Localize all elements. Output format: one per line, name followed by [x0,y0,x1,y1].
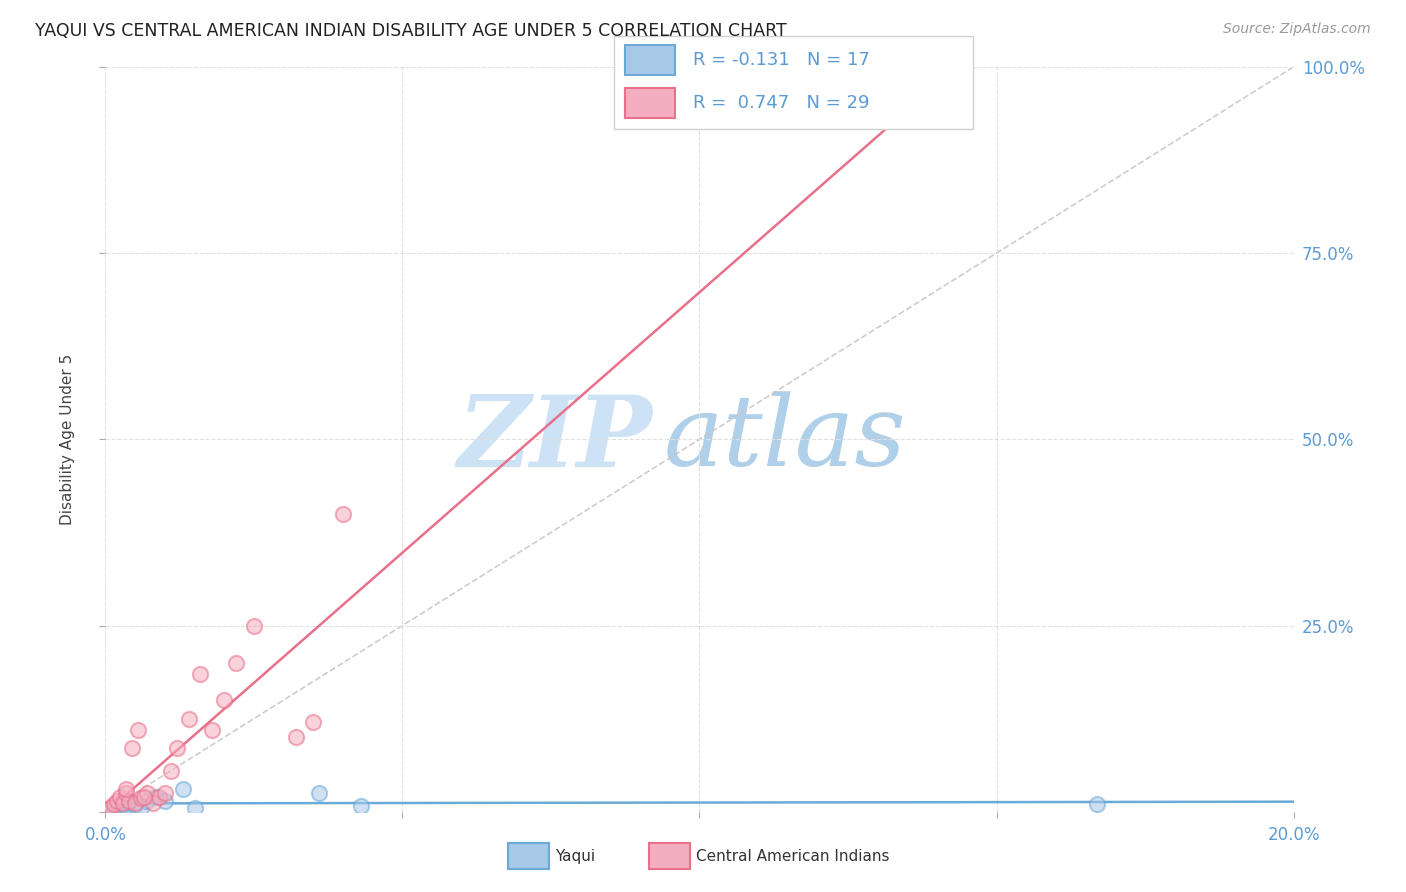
Point [97,802,120,816]
Point [190,667,212,681]
Text: Central American Indians: Central American Indians [696,849,890,863]
Point [115,782,138,797]
Point [112,797,135,812]
Point [115,786,138,800]
Point [112,796,135,810]
Point [177,712,200,726]
Point [105,793,128,807]
Point [127,723,149,737]
Text: Yaqui: Yaqui [555,849,596,863]
Text: YAQUI VS CENTRAL AMERICAN INDIAN DISABILITY AGE UNDER 5 CORRELATION CHART: YAQUI VS CENTRAL AMERICAN INDIAN DISABIL… [35,22,787,40]
Bar [509,844,548,869]
Point [183,801,205,815]
Point [1087,797,1109,812]
Point [124,797,146,812]
Bar [650,844,689,869]
Point [332,507,354,521]
Point [136,786,159,800]
Point [103,797,125,812]
Point [105,798,128,813]
Point [103,801,125,815]
Y-axis label: Disability Age Under 5: Disability Age Under 5 [60,354,75,524]
Point [166,741,188,756]
Point [302,715,325,730]
Text: ZIP: ZIP [457,391,652,488]
Point [100,800,122,814]
Text: Source: ZipAtlas.com: Source: ZipAtlas.com [1223,22,1371,37]
Point [159,764,181,778]
Point [172,782,194,797]
Point [118,793,141,807]
Point [142,796,165,810]
Point [145,789,167,804]
Text: R =  0.747   N = 29: R = 0.747 N = 29 [693,95,870,112]
Point [153,793,176,807]
Point [132,789,155,804]
Point [121,741,143,756]
Point [308,786,330,800]
Bar [626,88,675,118]
Text: atlas: atlas [664,392,907,487]
Point [100,802,122,816]
Point [153,786,176,800]
Point [148,789,170,804]
Point [124,796,146,810]
Point [136,793,159,807]
Point [129,791,152,805]
Point [284,730,307,744]
Bar [626,45,675,75]
Point [225,656,247,670]
Point [201,723,224,737]
Point [110,789,132,804]
Text: R = -0.131   N = 17: R = -0.131 N = 17 [693,51,870,69]
Point [243,618,266,632]
Point [110,800,132,814]
Point [129,801,152,815]
Point [214,693,236,707]
Point [118,796,141,810]
Point [115,799,138,814]
Point [350,798,373,813]
